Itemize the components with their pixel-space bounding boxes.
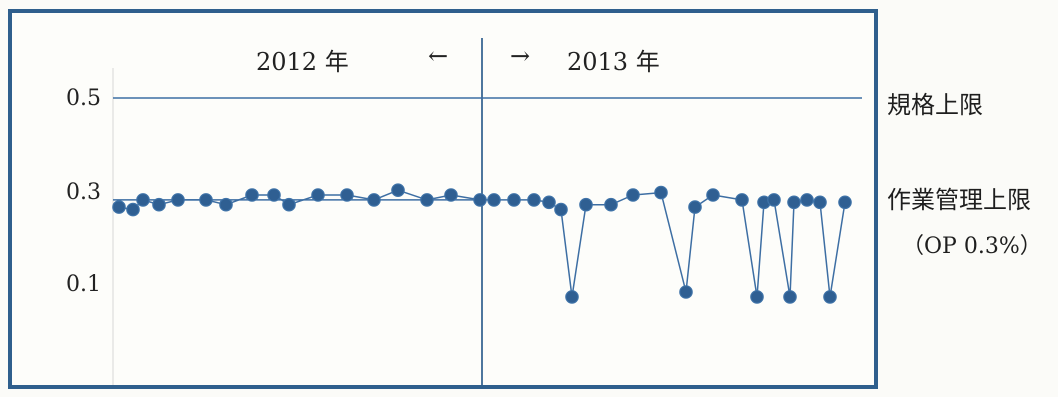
data-point-27 [654, 185, 668, 200]
data-point-7 [219, 197, 233, 212]
data-point-32 [750, 290, 764, 304]
data-point-40 [838, 195, 852, 210]
data-point-15 [420, 193, 434, 207]
data-point-13 [367, 193, 381, 207]
data-point-17 [473, 193, 487, 207]
data-point-37 [800, 193, 814, 207]
data-point-4 [152, 197, 166, 212]
y-tick-label-0-1: 0.1 [66, 272, 101, 297]
y-tick-label-0-5: 0.5 [66, 86, 101, 111]
data-point-14 [391, 183, 405, 197]
data-point-12 [340, 188, 354, 202]
work-control-upper-limit-label: 作業管理上限 [887, 186, 1031, 214]
data-point-18 [487, 193, 501, 207]
data-point-6 [199, 193, 213, 207]
data-point-21 [542, 195, 556, 210]
year-label-2012: 2012 年 [256, 48, 349, 76]
data-point-30 [706, 188, 720, 202]
data-point-5 [171, 193, 185, 207]
op-note-label: （OP 0.3%） [902, 234, 1042, 259]
data-point-23 [565, 290, 579, 304]
data-point-1 [112, 200, 126, 214]
data-point-8 [245, 188, 259, 202]
data-point-22 [554, 202, 568, 217]
data-point-25 [604, 197, 618, 212]
year-label-2013: 2013 年 [567, 48, 660, 76]
data-point-36 [787, 195, 801, 210]
data-point-16 [444, 188, 458, 202]
data-point-34 [767, 193, 781, 207]
data-point-29 [688, 200, 702, 214]
data-point-11 [311, 188, 325, 202]
data-point-35 [783, 290, 797, 304]
data-point-10 [282, 197, 296, 212]
right-arrow: → [510, 42, 531, 70]
data-point-28 [679, 285, 693, 299]
data-point-26 [626, 188, 640, 202]
data-point-3 [136, 193, 150, 207]
left-arrow: ← [428, 42, 449, 70]
data-point-19 [507, 193, 521, 207]
spec-upper-limit-label: 規格上限 [887, 91, 983, 119]
data-point-31 [735, 193, 749, 207]
data-point-9 [267, 188, 281, 202]
data-point-38 [813, 195, 827, 210]
data-point-24 [579, 197, 593, 212]
data-point-39 [823, 290, 837, 304]
data-point-2 [126, 202, 140, 217]
data-point-20 [527, 193, 541, 207]
y-tick-label-0-3: 0.3 [66, 180, 101, 205]
